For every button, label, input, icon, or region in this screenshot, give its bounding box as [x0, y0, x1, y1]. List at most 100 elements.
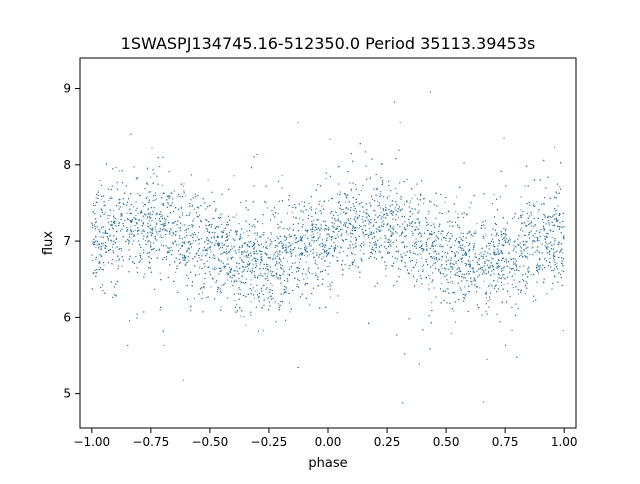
data-point: [157, 233, 159, 235]
data-point: [440, 259, 442, 261]
data-point: [214, 255, 216, 257]
data-point: [296, 284, 298, 286]
data-point: [97, 247, 99, 249]
data-point: [323, 256, 325, 258]
data-point: [363, 241, 365, 243]
data-point: [232, 216, 234, 218]
data-point: [489, 298, 491, 300]
data-point: [252, 241, 254, 243]
data-point: [168, 247, 170, 249]
data-point: [220, 246, 222, 248]
data-point: [177, 195, 179, 197]
data-point: [193, 218, 195, 220]
data-point: [155, 214, 157, 216]
data-point: [513, 245, 515, 247]
data-point: [555, 218, 557, 220]
data-point: [493, 194, 495, 196]
data-point: [543, 222, 545, 224]
data-point: [376, 216, 378, 218]
data-point: [467, 291, 469, 293]
data-point: [546, 216, 548, 218]
data-point: [421, 265, 423, 267]
data-point: [388, 242, 390, 244]
data-point: [207, 179, 209, 181]
data-point: [316, 252, 318, 254]
data-point: [393, 226, 395, 228]
data-point: [93, 272, 95, 274]
data-point: [137, 212, 139, 214]
data-point: [531, 214, 533, 216]
data-point: [218, 242, 220, 244]
data-point: [561, 270, 563, 272]
data-point: [216, 268, 218, 270]
data-point: [361, 259, 363, 261]
data-point: [404, 203, 405, 205]
data-point: [530, 221, 532, 223]
data-point: [556, 263, 558, 265]
data-point: [243, 315, 245, 317]
data-point: [235, 214, 237, 216]
data-point: [223, 267, 225, 269]
data-point: [119, 170, 121, 172]
data-point: [331, 217, 333, 219]
data-point: [379, 193, 381, 195]
data-point: [132, 219, 134, 221]
data-point: [248, 260, 250, 262]
data-point: [226, 237, 228, 239]
data-point: [507, 241, 509, 243]
data-point: [156, 212, 158, 214]
data-point: [113, 210, 115, 212]
data-point: [95, 204, 97, 206]
data-point: [210, 251, 212, 253]
data-point: [449, 281, 451, 283]
data-point: [537, 210, 539, 212]
data-point: [178, 227, 180, 229]
data-point: [468, 230, 470, 232]
data-point: [198, 267, 200, 269]
data-point: [410, 200, 412, 202]
data-point: [411, 231, 413, 233]
data-point: [388, 239, 390, 241]
data-point: [312, 223, 314, 225]
data-point: [559, 186, 561, 188]
data-point: [150, 241, 152, 243]
data-point: [409, 202, 411, 204]
data-point: [407, 224, 409, 226]
data-point: [400, 268, 402, 270]
data-point: [528, 270, 530, 272]
data-point: [522, 222, 524, 224]
data-point: [429, 278, 431, 280]
data-point: [217, 237, 219, 239]
data-point: [425, 277, 427, 279]
data-point: [239, 280, 241, 282]
data-point: [554, 225, 556, 227]
data-point: [542, 213, 544, 215]
data-point: [180, 247, 182, 249]
data-point: [211, 218, 213, 220]
data-point: [531, 243, 533, 245]
data-point: [452, 266, 454, 268]
data-point: [330, 248, 332, 250]
data-point: [437, 260, 439, 262]
data-point: [148, 220, 150, 222]
data-point: [162, 184, 164, 186]
data-point: [107, 233, 109, 235]
data-point: [525, 234, 526, 236]
data-point: [231, 247, 233, 249]
data-point: [455, 211, 457, 213]
data-point: [368, 228, 370, 230]
data-point: [197, 232, 199, 234]
data-point: [132, 231, 134, 233]
data-point: [233, 175, 235, 177]
data-point: [243, 251, 245, 253]
data-point: [352, 226, 354, 228]
data-point: [191, 242, 193, 244]
data-point: [503, 284, 505, 286]
data-point: [277, 277, 279, 279]
data-point: [266, 277, 268, 279]
data-point: [452, 267, 454, 269]
data-point: [363, 225, 365, 227]
data-point: [154, 218, 156, 220]
data-point: [301, 253, 303, 255]
